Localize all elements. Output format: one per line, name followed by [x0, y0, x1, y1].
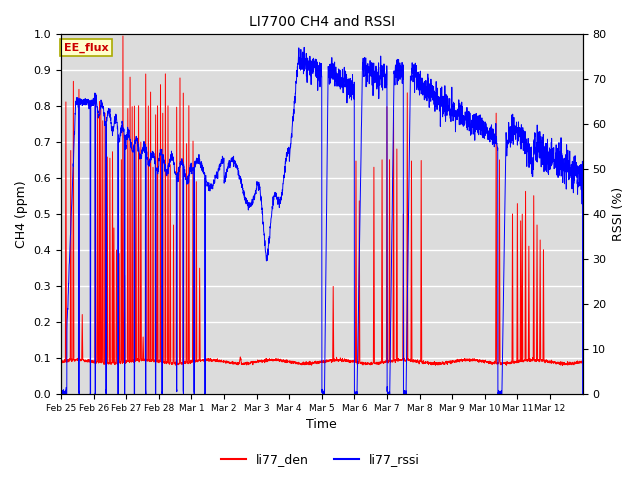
li77_den: [280, 357, 287, 363]
li77_rssi: [57, 391, 65, 397]
li77_den: [579, 359, 586, 364]
li77_rssi: [569, 175, 577, 180]
li77_rssi: [257, 194, 265, 200]
li77_den: [559, 362, 566, 368]
li77_den: [119, 33, 127, 39]
li77_rssi: [148, 151, 156, 156]
Text: EE_flux: EE_flux: [63, 43, 108, 53]
li77_rssi: [579, 391, 586, 397]
li77_den: [513, 358, 520, 364]
li77_rssi: [300, 45, 308, 50]
li77_den: [257, 358, 265, 364]
Line: li77_rssi: li77_rssi: [61, 48, 582, 394]
li77_rssi: [280, 177, 287, 183]
X-axis label: Time: Time: [307, 419, 337, 432]
Line: li77_den: li77_den: [61, 36, 582, 365]
Title: LI7700 CH4 and RSSI: LI7700 CH4 and RSSI: [249, 15, 395, 29]
li77_rssi: [116, 132, 124, 138]
li77_den: [116, 361, 124, 367]
li77_den: [148, 357, 156, 362]
li77_den: [57, 358, 65, 363]
li77_den: [569, 360, 577, 366]
Y-axis label: CH4 (ppm): CH4 (ppm): [15, 180, 28, 248]
Y-axis label: RSSI (%): RSSI (%): [612, 187, 625, 241]
Legend: li77_den, li77_rssi: li77_den, li77_rssi: [216, 448, 424, 471]
li77_rssi: [513, 122, 520, 128]
